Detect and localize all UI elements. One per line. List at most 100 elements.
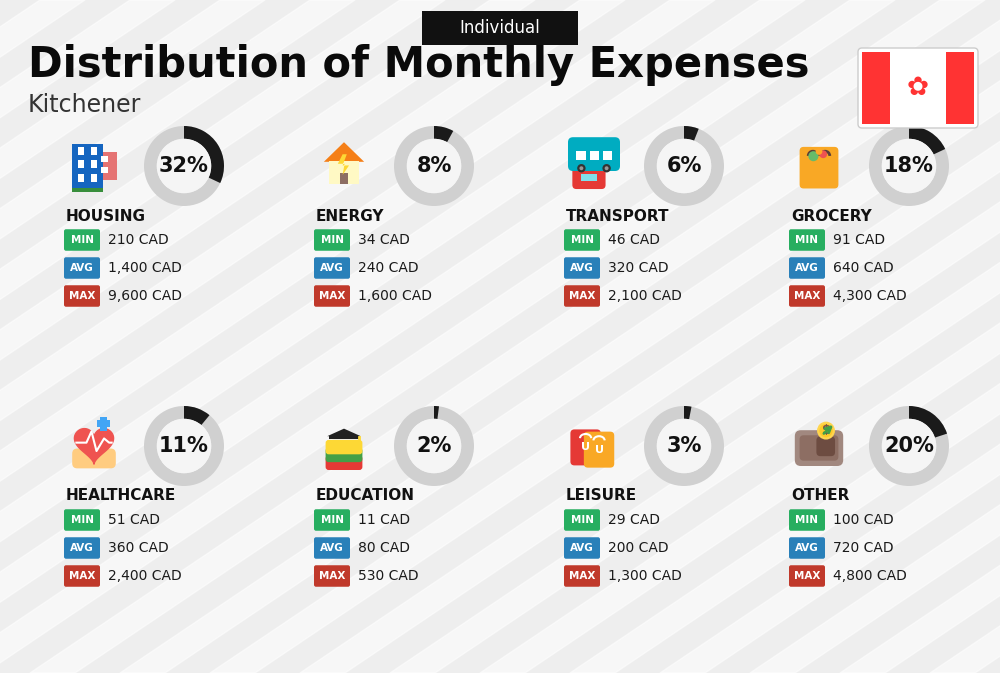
Polygon shape [0, 0, 625, 673]
Text: 1,300 CAD: 1,300 CAD [608, 569, 682, 583]
Bar [576, 151, 586, 160]
Bar [603, 151, 612, 160]
Text: ✿: ✿ [907, 75, 929, 101]
Text: MAX: MAX [794, 571, 820, 581]
Bar [581, 174, 597, 182]
Circle shape [407, 139, 461, 193]
Text: AVG: AVG [570, 543, 594, 553]
FancyBboxPatch shape [72, 449, 116, 468]
Bar [329, 435, 359, 439]
FancyBboxPatch shape [326, 448, 362, 462]
Text: MAX: MAX [319, 291, 345, 301]
FancyBboxPatch shape [564, 509, 600, 531]
Polygon shape [324, 142, 364, 162]
Bar [100, 417, 107, 431]
Circle shape [808, 151, 818, 162]
Text: 46 CAD: 46 CAD [608, 233, 660, 247]
Circle shape [579, 166, 583, 170]
Bar [72, 143, 103, 188]
FancyBboxPatch shape [795, 430, 843, 466]
Bar [101, 155, 108, 162]
Text: Distribution of Monthly Expenses: Distribution of Monthly Expenses [28, 44, 810, 86]
Circle shape [602, 164, 611, 172]
FancyBboxPatch shape [584, 431, 614, 468]
Wedge shape [184, 406, 209, 425]
Text: EDUCATION: EDUCATION [316, 489, 415, 503]
Wedge shape [869, 126, 949, 206]
FancyBboxPatch shape [64, 509, 100, 531]
Text: 320 CAD: 320 CAD [608, 261, 669, 275]
Polygon shape [0, 0, 175, 673]
Polygon shape [0, 0, 265, 673]
Text: AVG: AVG [70, 543, 94, 553]
Bar [340, 173, 348, 184]
Wedge shape [869, 406, 949, 486]
Polygon shape [338, 154, 349, 175]
Text: 200 CAD: 200 CAD [608, 541, 669, 555]
Text: 91 CAD: 91 CAD [833, 233, 885, 247]
Text: U: U [595, 445, 604, 455]
Polygon shape [0, 0, 85, 673]
Text: OTHER: OTHER [791, 489, 849, 503]
Text: LEISURE: LEISURE [566, 489, 637, 503]
Text: MAX: MAX [69, 571, 95, 581]
Bar [72, 188, 103, 192]
Text: MIN: MIN [570, 515, 594, 525]
Polygon shape [0, 0, 895, 673]
Polygon shape [30, 0, 1000, 673]
Text: 9,600 CAD: 9,600 CAD [108, 289, 182, 303]
Wedge shape [644, 406, 724, 486]
Text: 360 CAD: 360 CAD [108, 541, 169, 555]
Bar [97, 420, 110, 427]
FancyBboxPatch shape [789, 537, 825, 559]
Text: 11%: 11% [159, 436, 209, 456]
FancyBboxPatch shape [564, 229, 600, 251]
Circle shape [816, 148, 822, 155]
Wedge shape [394, 126, 474, 206]
Text: AVG: AVG [795, 263, 819, 273]
Text: 210 CAD: 210 CAD [108, 233, 169, 247]
Polygon shape [570, 0, 1000, 673]
Text: ENERGY: ENERGY [316, 209, 384, 223]
Text: 11 CAD: 11 CAD [358, 513, 410, 527]
Text: MIN: MIN [320, 515, 344, 525]
FancyBboxPatch shape [816, 436, 835, 456]
Polygon shape [74, 429, 114, 464]
FancyBboxPatch shape [64, 229, 100, 251]
Text: 2%: 2% [416, 436, 452, 456]
Text: AVG: AVG [795, 543, 819, 553]
Text: GROCERY: GROCERY [791, 209, 872, 223]
FancyBboxPatch shape [570, 429, 601, 466]
Polygon shape [0, 0, 355, 673]
FancyBboxPatch shape [64, 537, 100, 559]
Bar [78, 174, 84, 182]
Wedge shape [434, 126, 453, 142]
Polygon shape [660, 0, 1000, 673]
FancyBboxPatch shape [800, 435, 838, 460]
Text: MAX: MAX [69, 291, 95, 301]
FancyBboxPatch shape [314, 257, 350, 279]
FancyBboxPatch shape [858, 48, 978, 128]
Text: 640 CAD: 640 CAD [833, 261, 894, 275]
Polygon shape [327, 429, 361, 436]
Wedge shape [684, 406, 691, 419]
FancyBboxPatch shape [314, 565, 350, 587]
Text: MIN: MIN [796, 235, 818, 245]
Text: 1,400 CAD: 1,400 CAD [108, 261, 182, 275]
Text: 4,800 CAD: 4,800 CAD [833, 569, 907, 583]
Wedge shape [909, 406, 947, 437]
Text: 2,100 CAD: 2,100 CAD [608, 289, 682, 303]
Text: $: $ [822, 424, 830, 437]
Bar [862, 52, 890, 124]
Bar [78, 147, 84, 155]
FancyBboxPatch shape [789, 229, 825, 251]
Wedge shape [144, 126, 224, 206]
Polygon shape [0, 0, 805, 673]
FancyBboxPatch shape [64, 285, 100, 307]
Bar [100, 417, 107, 431]
Circle shape [157, 139, 211, 193]
Bar [91, 147, 97, 155]
Text: 6%: 6% [666, 156, 702, 176]
FancyBboxPatch shape [572, 167, 606, 189]
FancyBboxPatch shape [64, 257, 100, 279]
